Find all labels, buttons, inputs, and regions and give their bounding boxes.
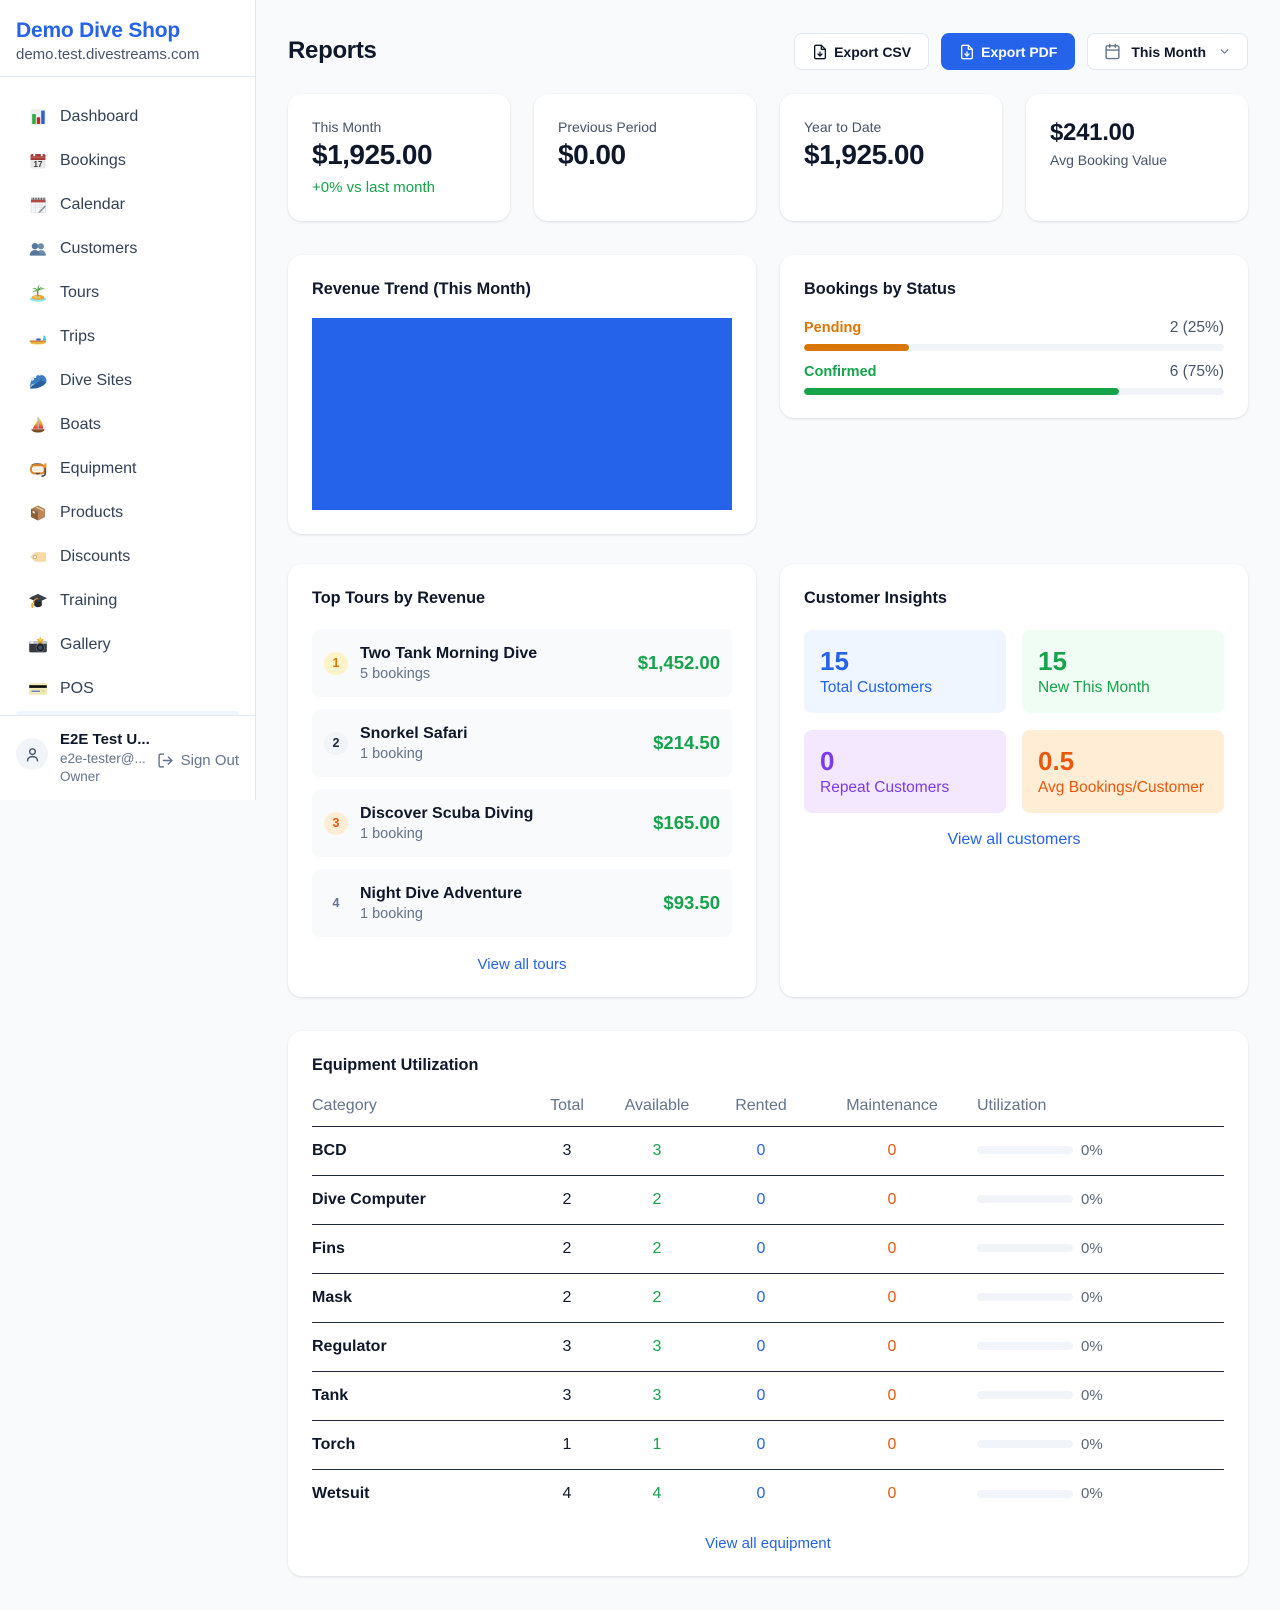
svg-text:17: 17 (34, 160, 43, 169)
